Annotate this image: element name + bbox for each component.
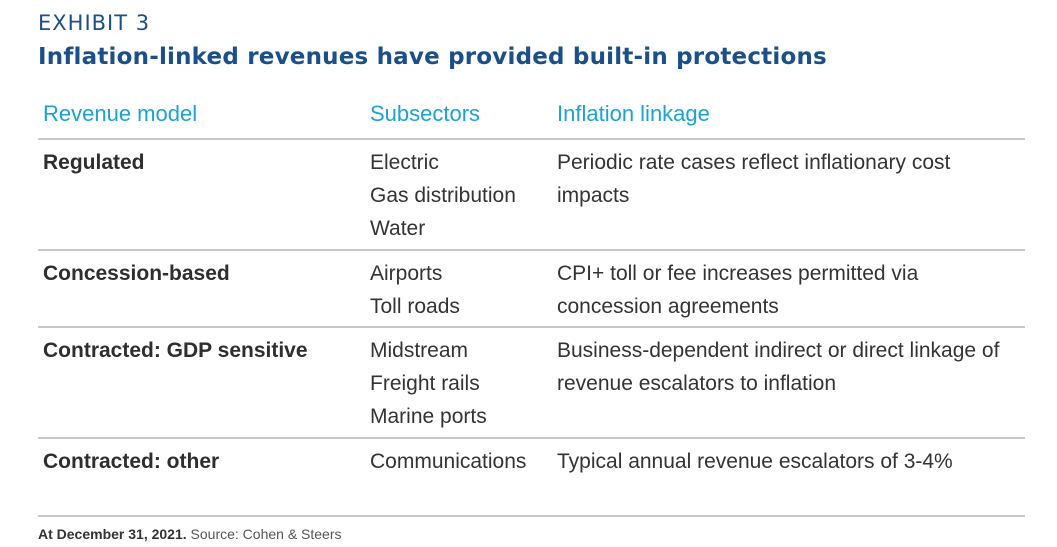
- exhibit-title: Inflation-linked revenues have provided …: [38, 44, 827, 70]
- inflation-linkage-cell: Periodic rate cases reflect inflationary…: [557, 151, 951, 207]
- revenue-model-table: Revenue model Subsectors Inflation linka…: [38, 90, 1025, 517]
- table-row: Contracted: GDP sensitive Midstream Frei…: [38, 328, 1025, 439]
- subsector-item: Communications: [370, 450, 527, 473]
- subsector-item: Midstream: [370, 339, 469, 362]
- subsector-item: Freight rails: [370, 372, 480, 395]
- inflation-linkage-cell: CPI+ toll or fee increases permitted via…: [557, 262, 919, 318]
- table-row: Contracted: other Communications Typical…: [38, 439, 1025, 517]
- revenue-model-cell: Contracted: other: [43, 450, 220, 473]
- subsector-item: Toll roads: [370, 295, 460, 318]
- table-row: Concession-based Airports Toll roads CPI…: [38, 251, 1025, 328]
- header-revenue-model: Revenue model: [43, 101, 198, 126]
- inflation-linkage-cell: Business-dependent indirect or direct li…: [557, 339, 1000, 395]
- subsectors-cell: Communications: [368, 445, 553, 515]
- subsector-item: Gas distribution: [370, 184, 516, 207]
- subsector-item: Electric: [370, 151, 439, 174]
- revenue-model-cell: Regulated: [43, 151, 145, 174]
- exhibit-label: EXHIBIT 3: [38, 11, 151, 35]
- footer-source: Source: Cohen & Steers: [190, 526, 342, 542]
- subsectors-cell: Midstream Freight rails Marine ports: [368, 334, 553, 437]
- subsector-item: Airports: [370, 262, 443, 285]
- revenue-model-cell: Contracted: GDP sensitive: [43, 339, 308, 362]
- subsector-item: Marine ports: [370, 405, 487, 428]
- inflation-linkage-cell: Typical annual revenue escalators of 3-4…: [557, 450, 953, 473]
- footer-date: At December 31, 2021.: [38, 526, 187, 542]
- header-subsectors: Subsectors: [370, 101, 481, 126]
- subsectors-cell: Electric Gas distribution Water: [368, 146, 553, 249]
- revenue-model-cell: Concession-based: [43, 262, 230, 285]
- footer-note: At December 31, 2021. Source: Cohen & St…: [38, 526, 342, 542]
- table-row: Regulated Electric Gas distribution Wate…: [38, 140, 1025, 251]
- table-header-row: Revenue model Subsectors Inflation linka…: [38, 90, 1025, 140]
- subsector-item: Water: [370, 217, 426, 240]
- subsectors-cell: Airports Toll roads: [368, 257, 553, 326]
- header-inflation-linkage: Inflation linkage: [557, 101, 710, 126]
